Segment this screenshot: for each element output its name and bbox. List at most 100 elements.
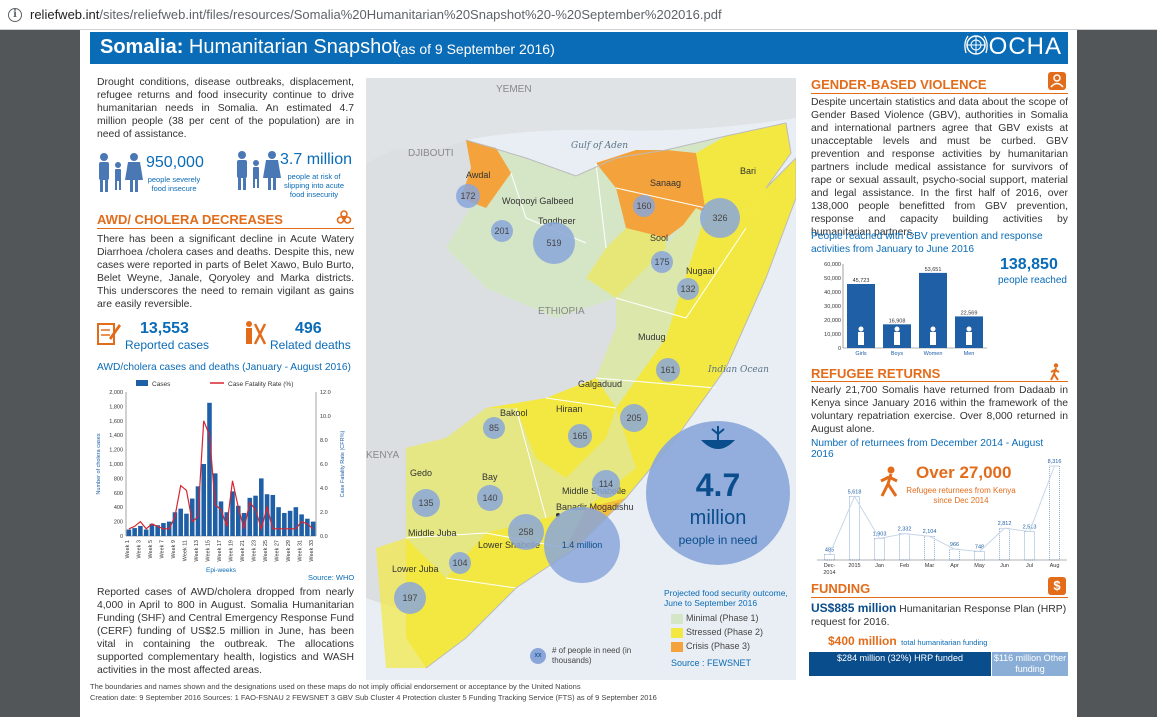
region-woqooyi-galbeed: Woqooyi Galbeed — [502, 196, 573, 206]
walking-person-icon — [1050, 363, 1060, 381]
page-title: Somalia: Humanitarian Snapshot — [100, 36, 398, 58]
region-sanaag: Sanaag — [650, 178, 681, 188]
url-path: /sites/reliefweb.int/files/resources/Som… — [99, 7, 722, 22]
need-circle-label: 104 — [452, 558, 467, 568]
stat-risk-label: people at risk of slipping into acute fo… — [283, 172, 345, 199]
y-tick-label: 1,200 — [109, 448, 123, 454]
x-axis-label: Epi-weeks — [206, 567, 237, 574]
x-tick-label: Week 11 — [182, 540, 188, 561]
region-banadir: Banadir Mogadishu — [556, 502, 634, 512]
legend-source: Source : FEWSNET — [671, 658, 752, 668]
refugee-bar — [1024, 531, 1035, 561]
legend-cases-swatch — [136, 380, 148, 386]
funding-rule — [811, 597, 1068, 598]
pdf-page: Somalia: Humanitarian Snapshot (as of 9 … — [80, 30, 1077, 717]
y-tick-label: 1,000 — [109, 462, 123, 468]
gbv-total-label: people reached — [998, 275, 1067, 286]
intro-text: Drought conditions, disease outbreaks, d… — [97, 77, 354, 140]
deaths-icon — [246, 321, 267, 345]
need-circle — [677, 278, 699, 300]
need-circle — [412, 489, 440, 517]
y2-tick-label: 4.0 — [320, 486, 328, 492]
x-tick-label: Week 1 — [125, 540, 131, 559]
url-host: reliefweb.int — [30, 7, 100, 22]
y-tick-label: 1,400 — [109, 433, 123, 439]
cases-bar — [132, 528, 137, 536]
region-bay: Bay — [482, 472, 498, 482]
region-lower-shabelle: Lower Shabelle — [478, 540, 540, 550]
bubble-key: xx — [530, 648, 546, 664]
deaths-label: Related deaths — [270, 338, 351, 352]
gbv-category-label: Men — [964, 351, 975, 357]
gbv-y-tick: 40,000 — [824, 290, 841, 296]
funding-bar: $284 million (32%) HRP funded $116 milli… — [809, 652, 1068, 676]
refugee-bar — [824, 554, 835, 561]
gbv-person-icon — [894, 332, 900, 345]
cases-bar — [149, 523, 155, 536]
need-circle — [651, 251, 673, 273]
cases-bar — [235, 505, 241, 536]
legend-title: Projected food security outcome, June to… — [664, 588, 788, 608]
need-circle-label: 175 — [654, 257, 669, 267]
need-circle-label: 205 — [626, 413, 641, 423]
label-djibouti: DJIBOUTI — [408, 148, 454, 159]
info-icon[interactable]: i — [8, 7, 22, 22]
x-tick-label: Week 23 — [252, 540, 258, 562]
refugee-data-label: 2,332 — [898, 527, 912, 533]
x-tick-label: Week 5 — [148, 540, 154, 559]
legend-label-1: Minimal (Phase 1) — [686, 613, 759, 623]
region-bari: Bari — [740, 166, 756, 176]
gbv-icon — [1048, 72, 1066, 90]
region-lower-juba: Lower Juba — [392, 564, 439, 574]
cases-bar — [241, 512, 247, 536]
gbv-chart: 0 10,000 20,000 30,000 40,000 50,000 60,000 45,… — [824, 262, 987, 357]
region-nugaal: Nugaal — [686, 266, 715, 276]
need-circle-label: 197 — [402, 593, 417, 603]
refugee-chart-title: Number of returnees from December 2014 -… — [811, 438, 1044, 460]
cholera-rule — [97, 228, 354, 229]
cases-bar — [299, 514, 304, 536]
un-emblem-icon — [963, 35, 988, 55]
gbv-person-icon — [894, 326, 900, 332]
refugee-bar — [874, 538, 885, 561]
refugee-data-label: 748 — [975, 545, 984, 551]
need-circle-label: 160 — [636, 201, 651, 211]
cases-bar — [201, 464, 207, 536]
y2-tick-label: 12.0 — [320, 390, 331, 396]
x-tick-label: Week 15 — [205, 540, 211, 562]
gbv-data-label: 45,723 — [853, 278, 870, 284]
x-tick-label: Week 13 — [194, 540, 200, 562]
y2-axis-label: Case Fatality Rate (CFR%) — [340, 431, 346, 498]
refugee-chart: 485 Dec-2014 5,618 2015 1,903 Jan 2,332 Feb 2,10… — [817, 459, 1067, 576]
need-circle — [700, 198, 740, 238]
region-galgaduud: Galgaduud — [578, 379, 622, 389]
cases-bar — [253, 495, 258, 536]
gbv-y-tick: 10,000 — [824, 332, 841, 338]
label-indian-ocean: Indian Ocean — [707, 365, 769, 375]
need-circle — [456, 184, 480, 208]
ocha-logo: OCHA — [963, 33, 1062, 61]
cases-bar — [184, 513, 189, 536]
cases-bar — [264, 494, 270, 536]
gbv-person-icon — [930, 332, 936, 345]
refugee-category-label: 2015 — [848, 563, 860, 569]
footer-sources: Creation date: 9 September 2016 Sources:… — [90, 693, 657, 702]
refugee-category-label: Mar — [925, 563, 935, 569]
cases-bar — [310, 521, 316, 536]
x-tick-label: Week 19 — [229, 540, 235, 562]
y-tick-label: 400 — [114, 505, 123, 511]
region-mudug: Mudug — [638, 332, 666, 342]
need-circle-label: 201 — [494, 226, 509, 236]
banadir-value: 1.4 million — [562, 540, 603, 550]
address-bar[interactable]: i reliefweb.int/sites/reliefweb.int/file… — [0, 0, 1157, 30]
need-circle-label: 85 — [489, 423, 499, 433]
refugee-data-label: 2,513 — [1023, 525, 1037, 531]
gbv-person-icon — [858, 326, 864, 332]
refugee-category-label: Aug — [1050, 563, 1060, 569]
x-tick-label: Week 7 — [159, 540, 165, 559]
gbv-person-icon — [930, 326, 936, 332]
need-circle-label: 135 — [418, 498, 433, 508]
gbv-category-label: Women — [924, 351, 943, 357]
gbv-heading: GENDER-BASED VIOLENCE — [811, 77, 987, 92]
refugee-data-label: 2,812 — [998, 521, 1012, 527]
